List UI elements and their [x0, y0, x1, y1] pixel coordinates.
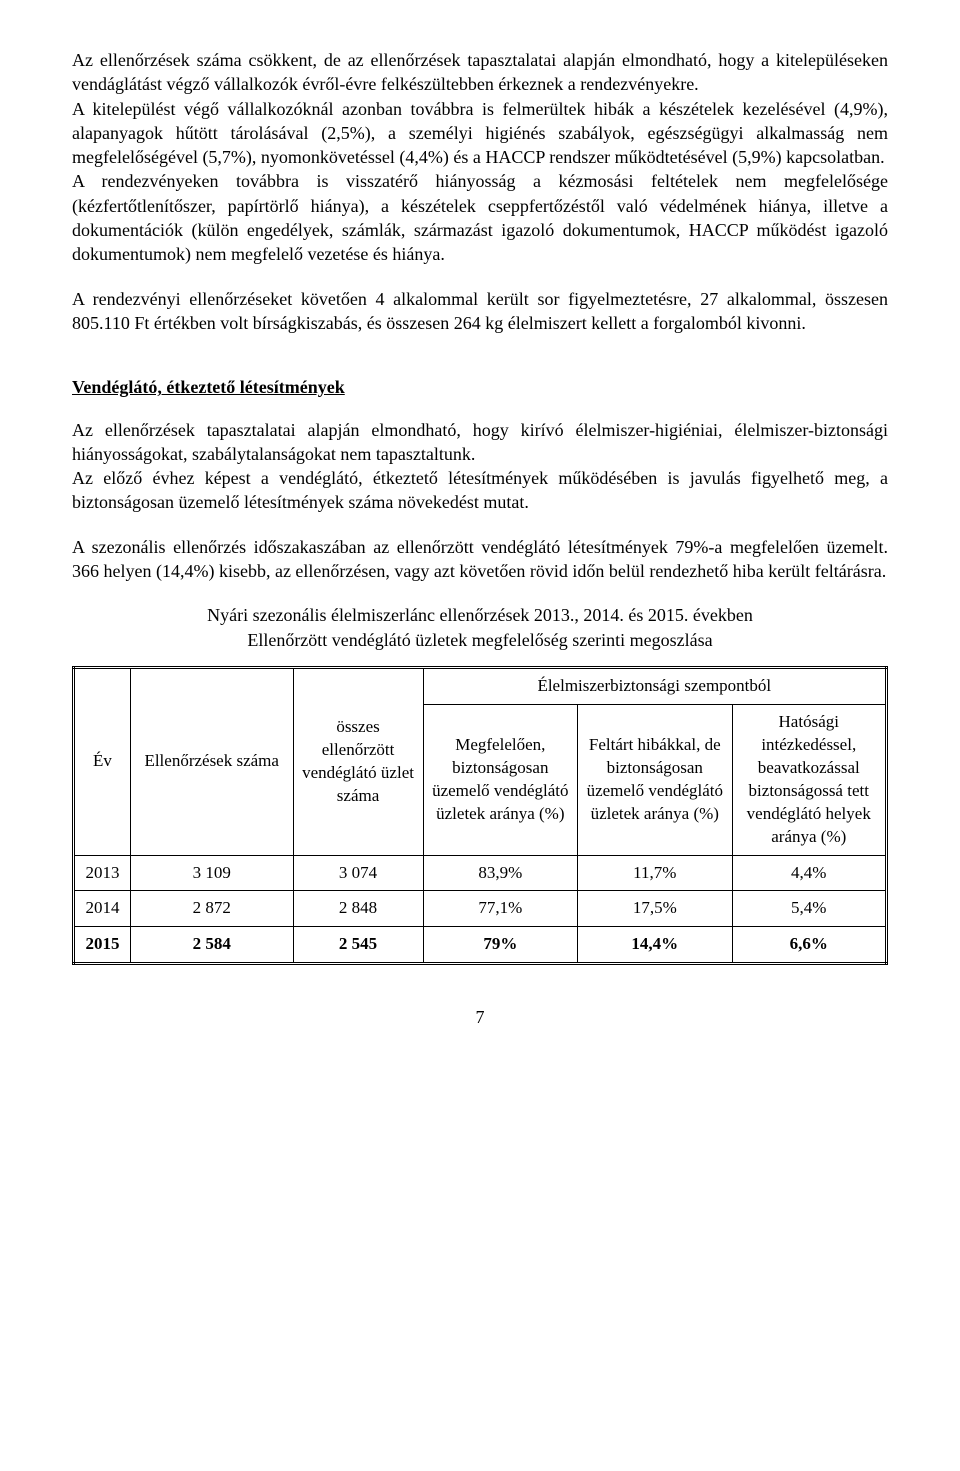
paragraph-7: A szezonális ellenőrzés időszakaszában a… — [72, 535, 888, 584]
cell-c1: 79% — [423, 927, 577, 964]
table-row: 2014 2 872 2 848 77,1% 17,5% 5,4% — [74, 891, 887, 927]
paragraph-6: Az előző évhez képest a vendéglátó, étke… — [72, 466, 888, 515]
cell-c3: 4,4% — [732, 855, 886, 891]
th-ellenorzesek: Ellenőrzések száma — [130, 667, 293, 855]
section-heading: Vendéglátó, étkeztető létesítmények — [72, 375, 888, 399]
cell-c3: 6,6% — [732, 927, 886, 964]
cell-ell: 2 872 — [130, 891, 293, 927]
table-row: 2015 2 584 2 545 79% 14,4% 6,6% — [74, 927, 887, 964]
table-title-line2: Ellenőrzött vendéglátó üzletek megfelelő… — [72, 628, 888, 652]
cell-ev: 2013 — [74, 855, 131, 891]
cell-c3: 5,4% — [732, 891, 886, 927]
cell-c1: 83,9% — [423, 855, 577, 891]
th-ev: Év — [74, 667, 131, 855]
cell-c2: 17,5% — [578, 891, 732, 927]
data-table: Év Ellenőrzések száma összes ellenőrzött… — [72, 666, 888, 965]
cell-osz: 2 545 — [293, 927, 423, 964]
paragraph-1: Az ellenőrzések száma csökkent, de az el… — [72, 48, 888, 97]
paragraph-4: A rendezvényi ellenőrzéseket követően 4 … — [72, 287, 888, 336]
th-group: Élelmiszerbiztonsági szempontból — [423, 667, 886, 704]
cell-c2: 14,4% — [578, 927, 732, 964]
cell-c2: 11,7% — [578, 855, 732, 891]
paragraph-2: A kitelepülést végő vállalkozóknál azonb… — [72, 97, 888, 170]
th-sub1: Megfelelően, biztonságosan üzemelő vendé… — [423, 704, 577, 855]
cell-ell: 3 109 — [130, 855, 293, 891]
paragraph-5: Az ellenőrzések tapasztalatai alapján el… — [72, 418, 888, 467]
th-osszes: összes ellenőrzött vendéglátó üzlet szám… — [293, 667, 423, 855]
cell-ell: 2 584 — [130, 927, 293, 964]
cell-ev: 2015 — [74, 927, 131, 964]
table-row: 2013 3 109 3 074 83,9% 11,7% 4,4% — [74, 855, 887, 891]
th-sub2: Feltárt hibákkal, de biztonságosan üzeme… — [578, 704, 732, 855]
paragraph-3: A rendezvényeken továbbra is visszatérő … — [72, 169, 888, 266]
page-number: 7 — [72, 1005, 888, 1029]
cell-ev: 2014 — [74, 891, 131, 927]
cell-osz: 3 074 — [293, 855, 423, 891]
cell-c1: 77,1% — [423, 891, 577, 927]
table-title-line1: Nyári szezonális élelmiszerlánc ellenőrz… — [72, 603, 888, 627]
th-sub3: Hatósági intézkedéssel, beavatkozással b… — [732, 704, 886, 855]
cell-osz: 2 848 — [293, 891, 423, 927]
